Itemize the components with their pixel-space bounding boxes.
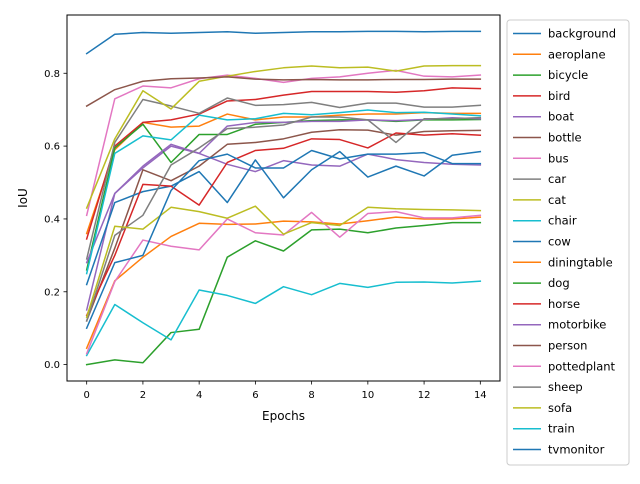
x-tick-label: 0: [83, 390, 89, 401]
series-line-diningtable: [85, 216, 482, 350]
legend-label-bird: bird: [548, 89, 570, 103]
series-line-bicycle: [85, 221, 482, 366]
legend-items: background aeroplane bicycle bird boat bottle…: [513, 27, 616, 457]
legend-label-pottedplant: pottedplant: [548, 359, 616, 373]
legend-label-sheep: sheep: [548, 380, 583, 394]
x-tick-label: 8: [308, 390, 314, 401]
legend-label-aeroplane: aeroplane: [548, 47, 606, 61]
legend-label-chair: chair: [548, 214, 577, 228]
x-tick-label: 14: [474, 390, 487, 401]
legend-label-bottle: bottle: [548, 131, 582, 145]
legend-label-horse: horse: [548, 297, 580, 311]
x-tick-label: 2: [140, 390, 146, 401]
y-tick-label: 0.2: [44, 287, 60, 298]
legend-label-diningtable: diningtable: [548, 255, 613, 269]
legend-label-car: car: [548, 172, 566, 186]
x-tick-label: 10: [361, 390, 374, 401]
legend-label-tvmonitor: tvmonitor: [548, 443, 605, 457]
legend-label-dog: dog: [548, 276, 570, 290]
plot-frame: [66, 14, 501, 382]
x-tick-label: 6: [252, 390, 258, 401]
legend-label-motorbike: motorbike: [548, 318, 606, 332]
x-axis-label: Epochs: [262, 409, 305, 423]
y-tick-label: 0.6: [44, 142, 60, 153]
legend-frame: [506, 19, 630, 466]
series-line-cow: [85, 150, 482, 286]
series-line-cat: [85, 64, 482, 209]
legend-label-boat: boat: [548, 110, 574, 124]
series-line-background: [85, 30, 482, 55]
series-line-bird: [85, 87, 482, 240]
legend-label-person: person: [548, 339, 587, 353]
legend-label-sofa: sofa: [548, 401, 572, 415]
legend-label-train: train: [548, 422, 575, 436]
series-layer: [85, 30, 482, 366]
series-line-motorbike: [85, 116, 482, 264]
y-tick-label: 0.0: [44, 360, 60, 371]
series-line-car: [85, 97, 482, 260]
legend-label-cat: cat: [548, 193, 566, 207]
y-axis-ticks: 0.0 0.2 0.4 0.6 0.8: [44, 69, 67, 371]
plot-area: 0 2 4 6 8 10 12 14 0.0 0.2 0.4 0.6 0.8 Epochs IoU: [16, 14, 501, 423]
series-line-bus: [85, 69, 482, 217]
y-axis-label: IoU: [16, 188, 30, 208]
series-line-chair: [85, 280, 482, 357]
series-line-sofa: [85, 205, 482, 319]
series-line-train: [85, 109, 482, 275]
x-tick-label: 12: [418, 390, 431, 401]
legend-label-cow: cow: [548, 235, 571, 249]
legend-label-bus: bus: [548, 151, 569, 165]
legend-label-background: background: [548, 27, 616, 41]
x-axis-ticks: 0 2 4 6 8 10 12 14: [83, 381, 487, 401]
y-tick-label: 0.4: [44, 214, 60, 225]
series-line-sheep: [85, 116, 482, 322]
legend: background aeroplane bicycle bird boat bottle…: [506, 19, 630, 466]
legend-label-bicycle: bicycle: [548, 68, 588, 82]
series-line-horse: [85, 132, 482, 317]
series-line-tvmonitor: [85, 149, 482, 330]
y-tick-label: 0.8: [44, 69, 60, 80]
series-line-boat: [85, 145, 482, 311]
series-line-person: [85, 76, 482, 108]
series-line-bottle: [85, 128, 482, 322]
x-tick-label: 4: [196, 390, 202, 401]
